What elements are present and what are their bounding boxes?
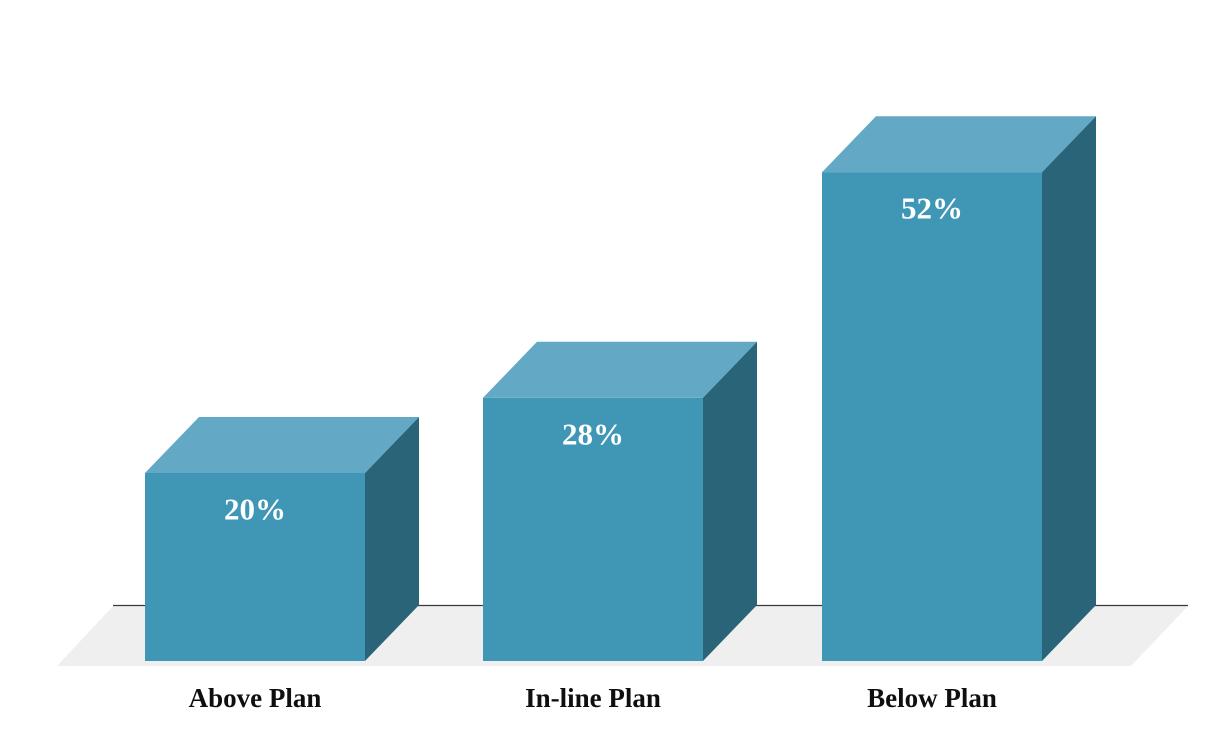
bar-top-face-below-plan [822, 116, 1096, 173]
bar-side-face-below-plan [1042, 116, 1096, 661]
category-label-in-line-plan: In-line Plan [525, 683, 661, 713]
bar-top-face-above-plan [145, 417, 419, 473]
bar-value-label-in-line-plan: 28% [562, 416, 624, 451]
bar-top-face-in-line-plan [483, 341, 757, 398]
bar-value-label-above-plan: 20% [224, 492, 286, 527]
category-label-below-plan: Below Plan [867, 683, 997, 713]
category-label-above-plan: Above Plan [189, 683, 322, 713]
bar-front-face-in-line-plan [483, 397, 703, 661]
bar-front-face-below-plan [822, 172, 1042, 661]
bar-value-label-below-plan: 52% [901, 191, 963, 226]
bar-side-face-in-line-plan [703, 341, 757, 661]
bar-front-face-above-plan [145, 473, 365, 661]
bar-side-face-above-plan [365, 417, 419, 661]
